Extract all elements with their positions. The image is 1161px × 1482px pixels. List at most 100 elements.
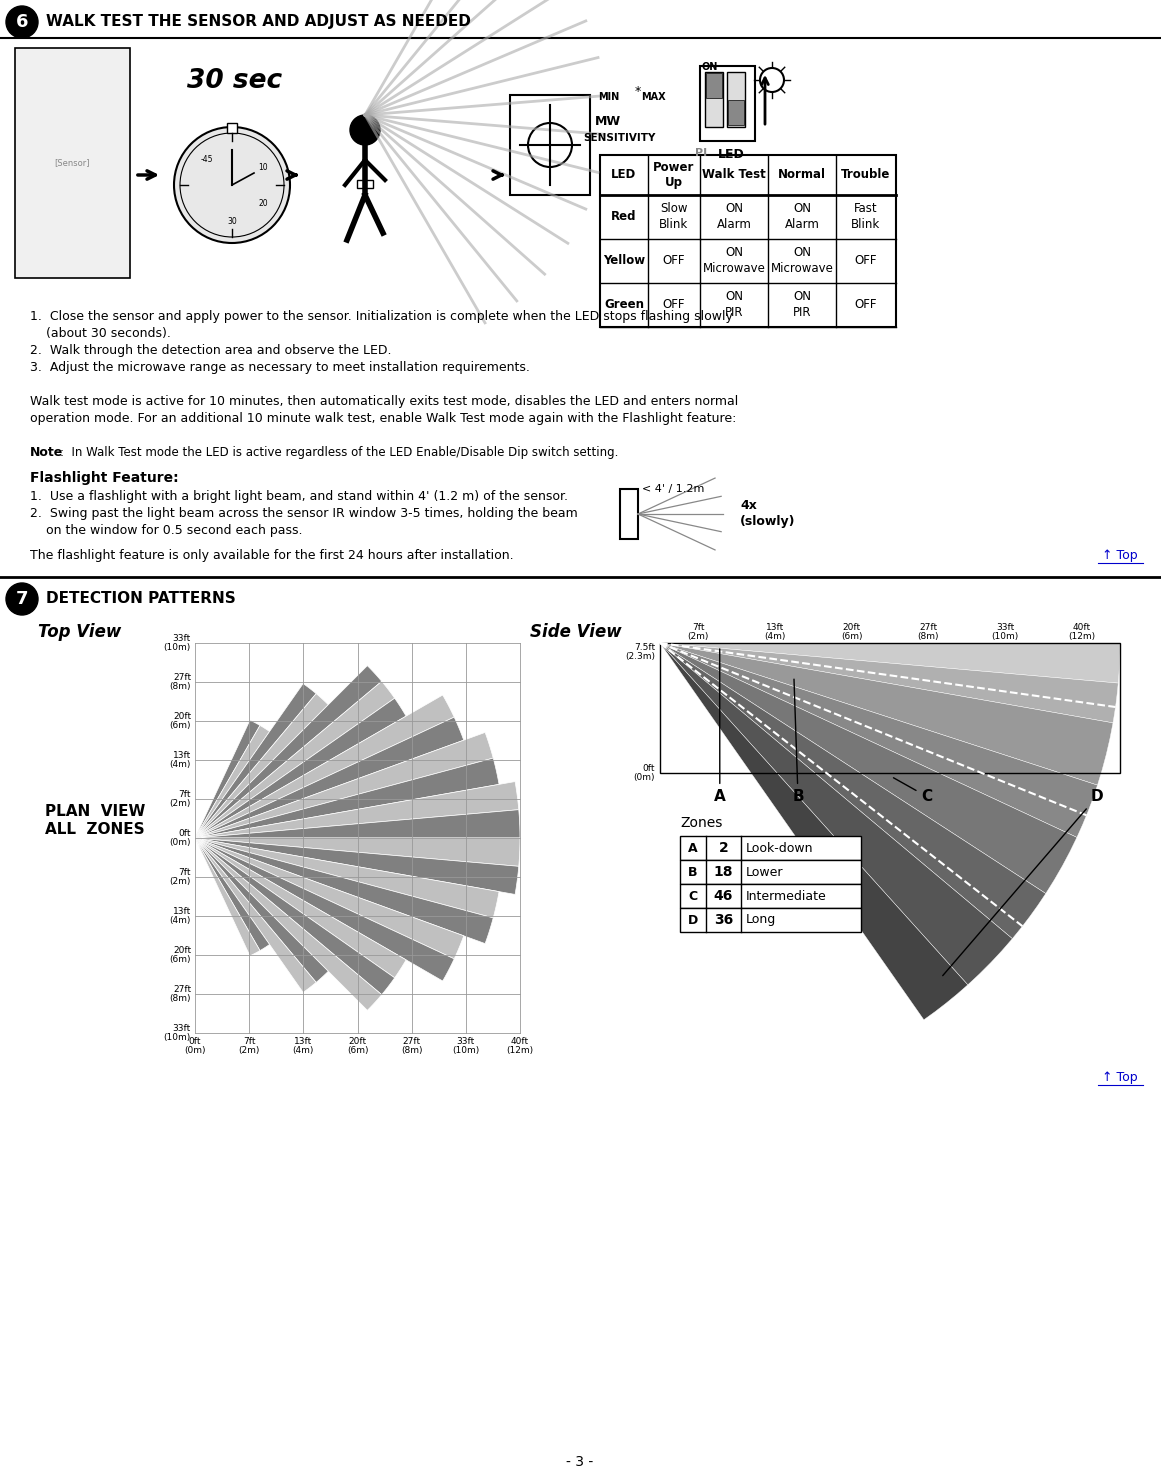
Text: OFF: OFF — [854, 255, 878, 267]
Polygon shape — [195, 837, 499, 917]
Text: 2.  Walk through the detection area and observe the LED.: 2. Walk through the detection area and o… — [30, 344, 391, 357]
Text: ON
Alarm: ON Alarm — [716, 203, 751, 231]
Polygon shape — [659, 643, 1120, 683]
Text: 20ft
(6m): 20ft (6m) — [170, 946, 192, 963]
Text: C: C — [894, 778, 932, 805]
Text: Lower: Lower — [747, 865, 784, 879]
Text: Intermediate: Intermediate — [747, 889, 827, 903]
Polygon shape — [195, 809, 520, 837]
Bar — [15, 47, 130, 279]
Circle shape — [349, 116, 380, 145]
Text: WALK TEST THE SENSOR AND ADJUST AS NEEDED: WALK TEST THE SENSOR AND ADJUST AS NEEDE… — [46, 13, 471, 30]
Text: DETECTION PATTERNS: DETECTION PATTERNS — [46, 591, 236, 606]
Polygon shape — [659, 643, 968, 1020]
Text: SENSITIVITY: SENSITIVITY — [583, 133, 655, 142]
Polygon shape — [659, 643, 1113, 785]
Text: ON
PIR: ON PIR — [793, 290, 812, 320]
Text: OFF: OFF — [663, 298, 685, 311]
Polygon shape — [195, 759, 499, 837]
Text: 0ft
(0m): 0ft (0m) — [185, 1037, 205, 1055]
Text: 3.  Adjust the microwave range as necessary to meet installation requirements.: 3. Adjust the microwave range as necessa… — [30, 362, 529, 373]
Bar — [728, 99, 744, 124]
Text: B: B — [792, 679, 803, 805]
Polygon shape — [195, 837, 316, 993]
Text: Slow
Blink: Slow Blink — [659, 203, 688, 231]
Text: 7: 7 — [16, 590, 28, 608]
Text: ↑ Top: ↑ Top — [1102, 548, 1138, 562]
Polygon shape — [195, 683, 316, 837]
Polygon shape — [195, 698, 406, 837]
Text: *: * — [635, 84, 641, 98]
Bar — [228, 123, 237, 133]
Text: - 3 -: - 3 - — [567, 1455, 593, 1469]
Text: operation mode. For an additional 10 minute walk test, enable Walk Test mode aga: operation mode. For an additional 10 min… — [30, 412, 736, 425]
Text: < 4' / 1.2m: < 4' / 1.2m — [642, 485, 705, 494]
Polygon shape — [195, 720, 260, 837]
Polygon shape — [195, 694, 329, 837]
Text: Top View: Top View — [38, 622, 121, 642]
Text: 7ft
(2m): 7ft (2m) — [687, 622, 709, 642]
Text: :  In Walk Test mode the LED is active regardless of the LED Enable/Disable Dip : : In Walk Test mode the LED is active re… — [60, 446, 619, 459]
Text: Zones: Zones — [680, 817, 722, 830]
Polygon shape — [195, 682, 395, 837]
Polygon shape — [195, 781, 519, 837]
Text: 6: 6 — [16, 13, 28, 31]
Text: PLAN  VIEW: PLAN VIEW — [45, 803, 145, 818]
Text: 2.  Swing past the light beam across the sensor IR window 3-5 times, holding the: 2. Swing past the light beam across the … — [30, 507, 578, 520]
Text: Flashlight Feature:: Flashlight Feature: — [30, 471, 179, 485]
Text: Long: Long — [747, 913, 777, 926]
Text: A: A — [714, 649, 726, 805]
Text: Yellow: Yellow — [603, 255, 646, 267]
Text: OFF: OFF — [663, 255, 685, 267]
Text: 13ft
(4m): 13ft (4m) — [764, 622, 786, 642]
Text: Walk test mode is active for 10 minutes, then automatically exits test mode, dis: Walk test mode is active for 10 minutes,… — [30, 396, 738, 408]
Text: 20ft
(6m): 20ft (6m) — [170, 711, 192, 731]
Bar — [356, 179, 373, 188]
Text: C: C — [688, 889, 698, 903]
Bar — [680, 883, 861, 908]
Text: Green: Green — [604, 298, 644, 311]
Polygon shape — [195, 837, 395, 994]
Text: 7ft
(2m): 7ft (2m) — [170, 790, 192, 808]
Text: Side View: Side View — [531, 622, 621, 642]
Text: MAX: MAX — [641, 92, 665, 102]
Text: 27ft
(8m): 27ft (8m) — [917, 622, 939, 642]
Text: 40ft
(12m): 40ft (12m) — [506, 1037, 534, 1055]
Text: Fast
Blink: Fast Blink — [851, 203, 881, 231]
Text: 1.  Use a flashlight with a bright light beam, and stand within 4' (1.2 m) of th: 1. Use a flashlight with a bright light … — [30, 491, 568, 502]
Text: B: B — [688, 865, 698, 879]
Text: ON
PIR: ON PIR — [724, 290, 743, 320]
Text: 33ft
(10m): 33ft (10m) — [452, 1037, 479, 1055]
Text: 30: 30 — [228, 216, 237, 225]
Text: 27ft
(8m): 27ft (8m) — [401, 1037, 423, 1055]
Text: ON: ON — [702, 62, 719, 73]
Text: 7ft
(2m): 7ft (2m) — [238, 1037, 260, 1055]
Text: LED: LED — [612, 169, 636, 181]
Text: -45: -45 — [201, 156, 212, 165]
Polygon shape — [195, 717, 463, 837]
Circle shape — [6, 6, 38, 39]
Bar — [620, 489, 639, 539]
Polygon shape — [195, 837, 454, 981]
Text: on the window for 0.5 second each pass.: on the window for 0.5 second each pass. — [30, 525, 303, 536]
Text: ON
Microwave: ON Microwave — [702, 246, 765, 276]
Polygon shape — [195, 837, 269, 950]
Bar — [706, 73, 722, 98]
Text: 4x
(slowly): 4x (slowly) — [740, 499, 795, 528]
Text: 7.5ft
(2.3m): 7.5ft (2.3m) — [625, 643, 655, 661]
Text: 2: 2 — [719, 840, 728, 855]
Text: Note: Note — [30, 446, 63, 459]
Text: 46: 46 — [714, 889, 734, 903]
Text: 10: 10 — [259, 163, 268, 172]
Bar — [659, 643, 1120, 774]
Polygon shape — [195, 837, 519, 895]
Text: 33ft
(10m): 33ft (10m) — [991, 622, 1018, 642]
Text: 20: 20 — [259, 199, 268, 207]
Bar — [510, 95, 590, 196]
Polygon shape — [659, 643, 1118, 723]
Polygon shape — [195, 837, 520, 867]
Polygon shape — [195, 725, 269, 837]
Bar — [680, 860, 861, 883]
Text: The flashlight feature is only available for the first 24 hours after installati: The flashlight feature is only available… — [30, 548, 513, 562]
Text: 27ft
(8m): 27ft (8m) — [170, 986, 192, 1003]
